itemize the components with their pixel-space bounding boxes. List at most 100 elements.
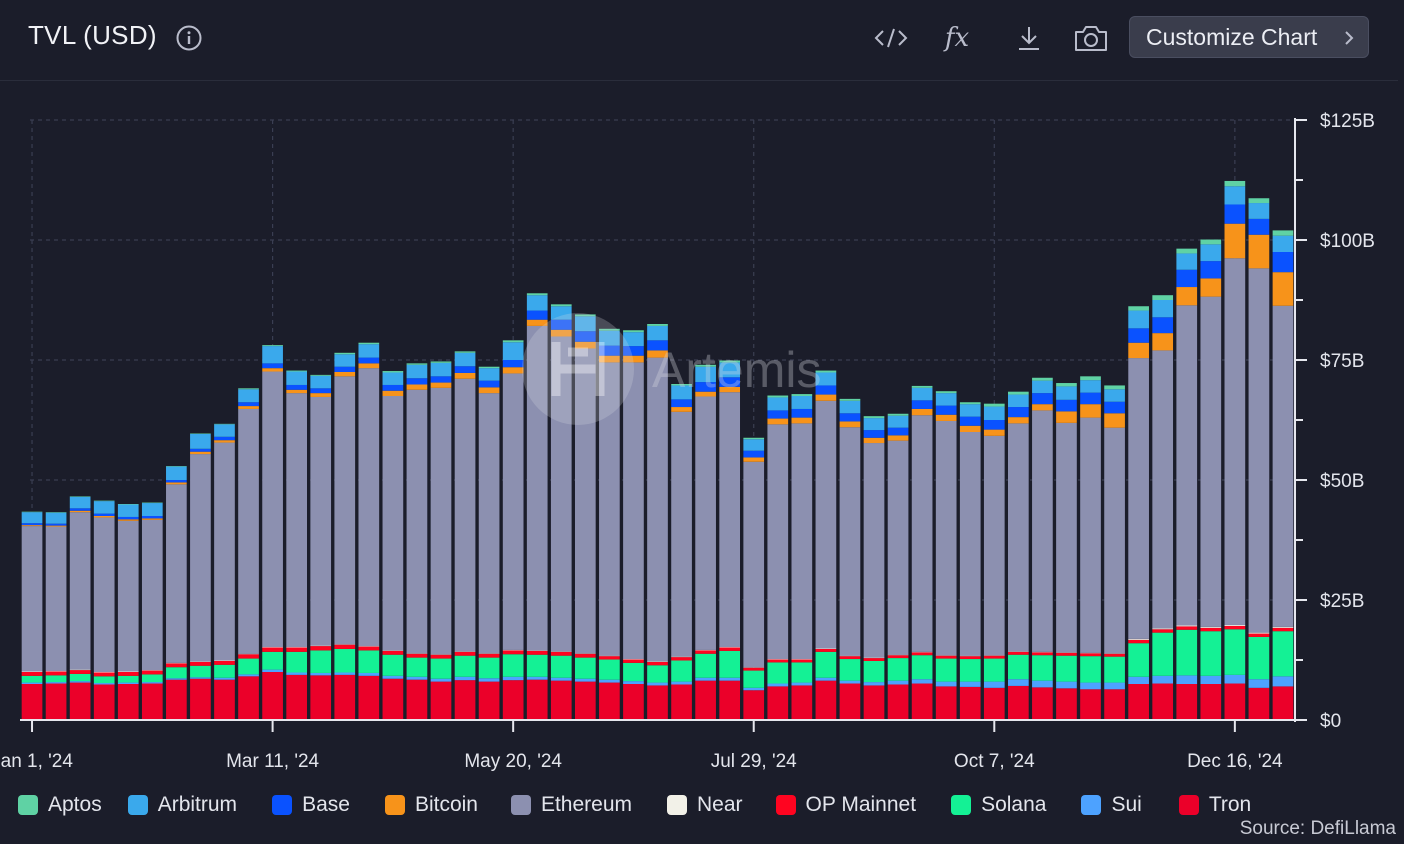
bar-segment[interactable] [262, 669, 283, 672]
bar-segment[interactable] [1200, 684, 1222, 720]
bar-segment[interactable] [1152, 683, 1174, 720]
bar-segment[interactable] [671, 384, 692, 386]
bar-segment[interactable] [863, 430, 885, 438]
bar-segment[interactable] [406, 384, 428, 390]
bar-segment[interactable] [815, 677, 837, 681]
bar-segment[interactable] [1104, 413, 1125, 428]
bar-segment[interactable] [262, 368, 283, 372]
bar-segment[interactable] [599, 330, 620, 346]
bar-segment[interactable] [45, 682, 67, 684]
bar-segment[interactable] [695, 391, 716, 397]
bar-segment[interactable] [623, 662, 644, 682]
bar-segment[interactable] [1080, 404, 1101, 418]
bar-segment[interactable] [1128, 643, 1149, 677]
bar-segment[interactable] [1104, 427, 1125, 654]
bar-segment[interactable] [430, 376, 452, 383]
bar-segment[interactable] [623, 659, 644, 663]
bar-segment[interactable] [839, 400, 861, 414]
bar-segment[interactable] [117, 675, 139, 683]
bar-segment[interactable] [1032, 393, 1053, 405]
bar-segment[interactable] [69, 673, 91, 682]
bar-segment[interactable] [647, 357, 668, 662]
bar-segment[interactable] [358, 646, 380, 651]
bar-segment[interactable] [1008, 423, 1029, 652]
bar-segment[interactable] [767, 424, 789, 660]
bar-segment[interactable] [117, 516, 139, 520]
bar-segment[interactable] [815, 385, 837, 395]
bar-segment[interactable] [214, 424, 235, 437]
bar-segment[interactable] [1152, 295, 1174, 300]
bar-segment[interactable] [478, 387, 500, 394]
bar-segment[interactable] [767, 683, 789, 687]
bar-segment[interactable] [791, 408, 813, 418]
bar-segment[interactable] [1200, 278, 1222, 297]
bar-segment[interactable] [767, 410, 789, 419]
bar-segment[interactable] [1128, 328, 1149, 343]
bar-segment[interactable] [671, 385, 692, 400]
bar-segment[interactable] [1032, 410, 1053, 652]
bar-segment[interactable] [815, 651, 837, 678]
bar-segment[interactable] [959, 681, 981, 687]
bar-segment[interactable] [935, 414, 957, 421]
bar-segment[interactable] [310, 388, 332, 394]
bar-segment[interactable] [983, 420, 1005, 430]
bar-segment[interactable] [214, 664, 235, 678]
bar-segment[interactable] [190, 451, 211, 455]
legend-item-ethereum[interactable]: Ethereum [510, 793, 632, 817]
bar-segment[interactable] [214, 679, 235, 720]
bar-segment[interactable] [1104, 656, 1125, 683]
bar-segment[interactable] [647, 325, 668, 341]
bar-segment[interactable] [1224, 629, 1246, 675]
bar-segment[interactable] [599, 345, 620, 356]
bar-segment[interactable] [1224, 624, 1246, 626]
bar-segment[interactable] [166, 484, 187, 663]
bar-segment[interactable] [238, 388, 259, 390]
bar-segment[interactable] [21, 525, 43, 527]
bar-segment[interactable] [478, 681, 500, 720]
bar-segment[interactable] [117, 520, 139, 672]
bar-segment[interactable] [382, 384, 404, 391]
bar-segment[interactable] [550, 677, 572, 681]
bar-segment[interactable] [406, 364, 428, 379]
bar-segment[interactable] [863, 416, 885, 419]
bar-segment[interactable] [983, 429, 1005, 436]
bar-segment[interactable] [334, 672, 356, 675]
bar-segment[interactable] [1080, 682, 1101, 690]
bar-segment[interactable] [767, 418, 789, 425]
bar-segment[interactable] [1272, 626, 1294, 628]
bar-segment[interactable] [887, 427, 909, 436]
bar-segment[interactable] [935, 681, 957, 687]
bar-segment[interactable] [430, 654, 452, 659]
bar-segment[interactable] [1200, 239, 1222, 245]
bar-segment[interactable] [1080, 392, 1101, 405]
bar-segment[interactable] [887, 680, 909, 685]
bar-segment[interactable] [1056, 652, 1077, 656]
bar-segment[interactable] [141, 683, 163, 720]
bar-segment[interactable] [1080, 376, 1101, 381]
customize-chart-button[interactable]: Customize Chart [1129, 16, 1369, 58]
bar-segment[interactable] [334, 644, 356, 649]
bar-segment[interactable] [262, 651, 283, 670]
bar-segment[interactable] [406, 378, 428, 385]
bar-segment[interactable] [959, 659, 981, 682]
bar-segment[interactable] [743, 667, 765, 671]
bar-segment[interactable] [935, 658, 957, 682]
bar-segment[interactable] [238, 389, 259, 403]
bar-segment[interactable] [190, 448, 211, 452]
bar-segment[interactable] [1128, 342, 1149, 359]
bar-segment[interactable] [1008, 685, 1029, 720]
bar-segment[interactable] [1200, 627, 1222, 632]
bar-segment[interactable] [406, 657, 428, 677]
bar-segment[interactable] [238, 674, 259, 677]
bar-segment[interactable] [310, 672, 332, 676]
bar-segment[interactable] [69, 496, 91, 509]
bar-segment[interactable] [334, 352, 356, 355]
bar-segment[interactable] [286, 389, 307, 394]
bar-segment[interactable] [599, 328, 620, 331]
bar-segment[interactable] [1128, 676, 1149, 684]
bar-segment[interactable] [21, 682, 43, 684]
bar-segment[interactable] [262, 346, 283, 364]
bar-segment[interactable] [647, 665, 668, 683]
bar-segment[interactable] [1272, 686, 1294, 720]
bar-segment[interactable] [719, 680, 741, 720]
